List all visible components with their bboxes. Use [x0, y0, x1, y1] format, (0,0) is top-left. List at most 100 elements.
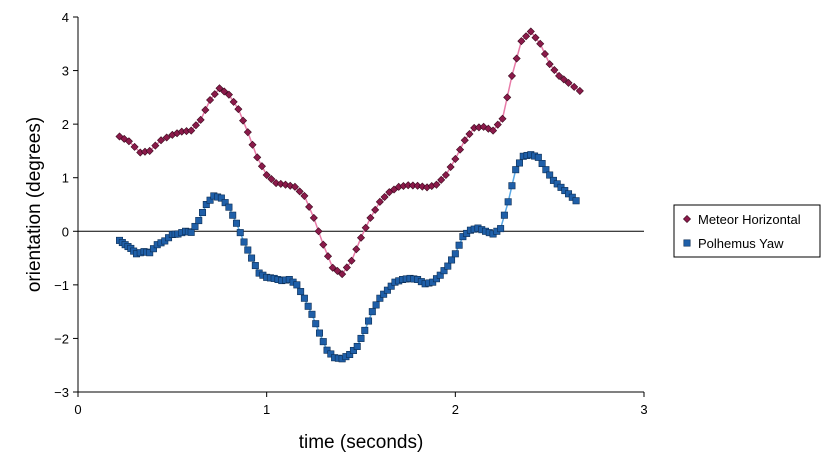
series-polhemus-yaw — [116, 151, 580, 363]
data-point — [202, 201, 210, 209]
data-point — [195, 217, 203, 225]
data-point — [512, 166, 520, 174]
y-tick-label: −1 — [54, 278, 69, 293]
data-point — [187, 126, 196, 135]
data-point-fill — [162, 133, 171, 142]
data-point-fill — [220, 87, 229, 96]
data-point-fill — [440, 267, 448, 275]
data-point — [572, 197, 580, 205]
x-axis-title: time (seconds) — [299, 432, 424, 453]
data-point-fill — [323, 252, 333, 261]
data-point-fill — [531, 33, 540, 42]
data-point-fill — [236, 229, 244, 237]
data-point — [366, 213, 375, 222]
data-point-fill — [550, 66, 559, 75]
data-point — [375, 197, 384, 206]
data-point — [196, 115, 205, 124]
data-point-fill — [295, 187, 304, 196]
data-point-fill — [248, 140, 257, 149]
data-point — [156, 136, 166, 145]
data-point-fill — [130, 142, 139, 151]
data-point — [248, 254, 256, 262]
data-point — [564, 78, 573, 87]
data-point-fill — [221, 199, 229, 207]
data-point-fill — [251, 262, 259, 270]
data-point — [253, 153, 262, 162]
data-point — [536, 39, 545, 48]
data-point — [145, 146, 154, 155]
data-point-fill — [380, 192, 389, 202]
data-point-fill — [387, 282, 395, 290]
data-point-fill — [333, 266, 342, 275]
x-tick-label: 3 — [640, 402, 647, 417]
data-point-fill — [538, 160, 546, 168]
data-point-fill — [349, 346, 357, 354]
data-point — [497, 225, 505, 233]
data-point — [504, 198, 512, 206]
data-point — [115, 132, 124, 141]
data-point — [346, 350, 354, 358]
data-point — [319, 240, 328, 249]
data-point — [300, 191, 309, 200]
data-point — [413, 181, 422, 190]
data-point — [368, 308, 376, 316]
data-point — [234, 105, 243, 114]
data-point-fill — [455, 241, 463, 249]
data-point-fill — [304, 302, 312, 310]
data-point — [432, 180, 441, 189]
data-point-fill — [448, 256, 456, 264]
data-point — [451, 250, 459, 258]
data-point — [290, 182, 299, 191]
data-point — [215, 84, 224, 93]
data-point — [315, 329, 323, 337]
data-point-fill — [437, 175, 446, 184]
data-point — [338, 270, 347, 279]
data-point-fill — [201, 105, 210, 114]
data-point-fill — [297, 288, 305, 296]
data-point — [187, 228, 195, 236]
legend-marker — [683, 239, 691, 247]
legend-marker — [682, 214, 692, 224]
y-tick-label: 1 — [62, 171, 69, 186]
data-point-fill — [319, 338, 327, 346]
x-tick-label: 1 — [263, 402, 270, 417]
data-point — [309, 213, 318, 222]
data-point-fill — [244, 246, 252, 254]
data-point-fill — [508, 182, 516, 190]
data-point — [451, 154, 460, 163]
data-point-fill — [191, 121, 200, 130]
data-point — [555, 71, 564, 80]
series-meteor-horizontal — [115, 27, 584, 279]
y-tick-label: 2 — [62, 117, 69, 132]
data-point — [376, 294, 384, 302]
data-point — [441, 171, 450, 180]
data-point — [146, 249, 154, 257]
series-line — [119, 153, 577, 360]
data-point-fill — [229, 97, 238, 106]
data-point-fill — [503, 93, 512, 102]
data-point-fill — [465, 130, 474, 139]
data-point — [534, 153, 542, 161]
data-point — [293, 281, 301, 289]
data-point — [526, 27, 535, 36]
data-point-fill — [357, 334, 365, 342]
legend-label: Meteor Horizontal — [698, 212, 801, 227]
data-point-fill — [500, 211, 508, 219]
y-tick-label: 4 — [62, 10, 69, 25]
data-point-fill — [361, 223, 370, 232]
data-point-fill — [484, 124, 493, 133]
data-point-fill — [229, 211, 237, 219]
data-point-fill — [191, 222, 199, 230]
data-point — [479, 122, 488, 131]
data-point — [542, 166, 550, 174]
data-point-fill — [522, 32, 531, 41]
data-point — [436, 271, 444, 279]
data-point-fill — [199, 209, 207, 217]
data-point — [124, 137, 133, 146]
data-point — [240, 238, 248, 246]
data-point — [232, 219, 240, 227]
data-point — [224, 90, 233, 99]
data-point-fill — [493, 120, 502, 129]
data-point-fill — [305, 202, 314, 211]
data-point — [206, 96, 215, 105]
